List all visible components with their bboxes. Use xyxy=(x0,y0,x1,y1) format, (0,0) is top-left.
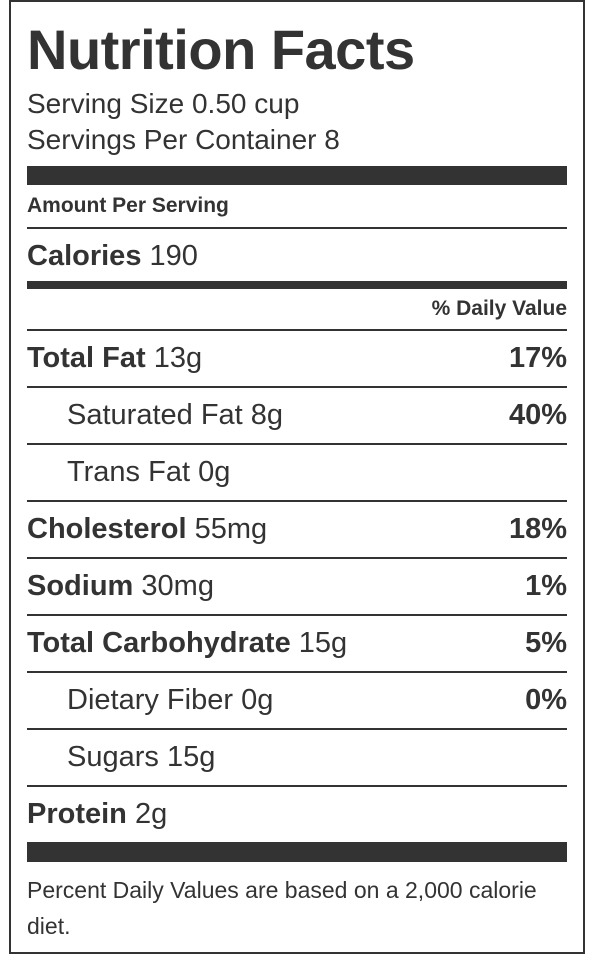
nutrient-dv: 0% xyxy=(525,684,567,716)
nutrient-amount: 55mg xyxy=(194,513,268,545)
nutrient-row-dietary-fiber: Dietary Fiber 0g 0% xyxy=(27,673,567,730)
nutrient-dv: 5% xyxy=(525,627,567,659)
nutrient-amount: 15g xyxy=(166,741,216,773)
nutrient-amount: 8g xyxy=(250,399,284,431)
label-title: Nutrition Facts xyxy=(27,18,415,81)
nutrient-row-trans-fat: Trans Fat 0g xyxy=(27,445,567,502)
nutrient-label: Saturated Fat xyxy=(67,399,243,431)
nutrient-amount: 0g xyxy=(241,684,274,716)
nutrient-amount: 2g xyxy=(134,798,168,830)
nutrient-row-sugars: Sugars 15g xyxy=(27,730,567,787)
thick-divider-bottom xyxy=(27,842,567,862)
nutrient-label: Sugars xyxy=(67,741,159,773)
servings-per-container: Servings Per Container 8 xyxy=(27,124,340,155)
nutrient-label: Total Carbohydrate xyxy=(27,627,291,659)
nutrient-amount: 0g xyxy=(198,456,231,488)
daily-value-header: % Daily Value xyxy=(27,289,567,331)
calories-value: 190 xyxy=(149,240,198,272)
nutrition-facts-label: Nutrition Facts Serving Size 0.50 cup Se… xyxy=(9,0,585,954)
nutrient-row-total-fat: Total Fat 13g 17% xyxy=(27,331,567,388)
nutrient-amount: 15g xyxy=(298,627,348,659)
footnote: Percent Daily Values are based on a 2,00… xyxy=(27,877,537,939)
calories-row: Calories 190 xyxy=(27,229,567,281)
nutrient-label: Cholesterol xyxy=(27,513,187,545)
nutrient-dv: 18% xyxy=(508,513,567,545)
nutrient-row-protein: Protein 2g xyxy=(27,787,567,842)
nutrient-label: Dietary Fiber xyxy=(67,684,233,716)
nutrient-dv: 40% xyxy=(508,399,567,431)
nutrient-amount: 30mg xyxy=(141,570,214,602)
calories-label: Calories xyxy=(27,240,142,272)
nutrient-row-sodium: Sodium 30mg 1% xyxy=(27,559,567,616)
nutrient-dv: 1% xyxy=(525,570,567,602)
nutrient-amount: 13g xyxy=(153,342,203,374)
medium-divider xyxy=(27,281,567,289)
nutrient-label: Trans Fat xyxy=(67,456,191,488)
nutrient-row-cholesterol: Cholesterol 55mg 18% xyxy=(27,502,567,559)
nutrient-label: Total Fat xyxy=(27,342,146,374)
nutrient-row-saturated-fat: Saturated Fat 8g 40% xyxy=(27,388,567,445)
nutrient-row-total-carbohydrate: Total Carbohydrate 15g 5% xyxy=(27,616,567,673)
nutrient-dv: 17% xyxy=(508,342,567,374)
nutrient-label: Sodium xyxy=(27,570,134,602)
amount-per-serving: Amount Per Serving xyxy=(27,185,567,229)
nutrient-label: Protein xyxy=(27,798,127,830)
thick-divider xyxy=(27,166,567,185)
serving-size: Serving Size 0.50 cup xyxy=(27,88,300,119)
